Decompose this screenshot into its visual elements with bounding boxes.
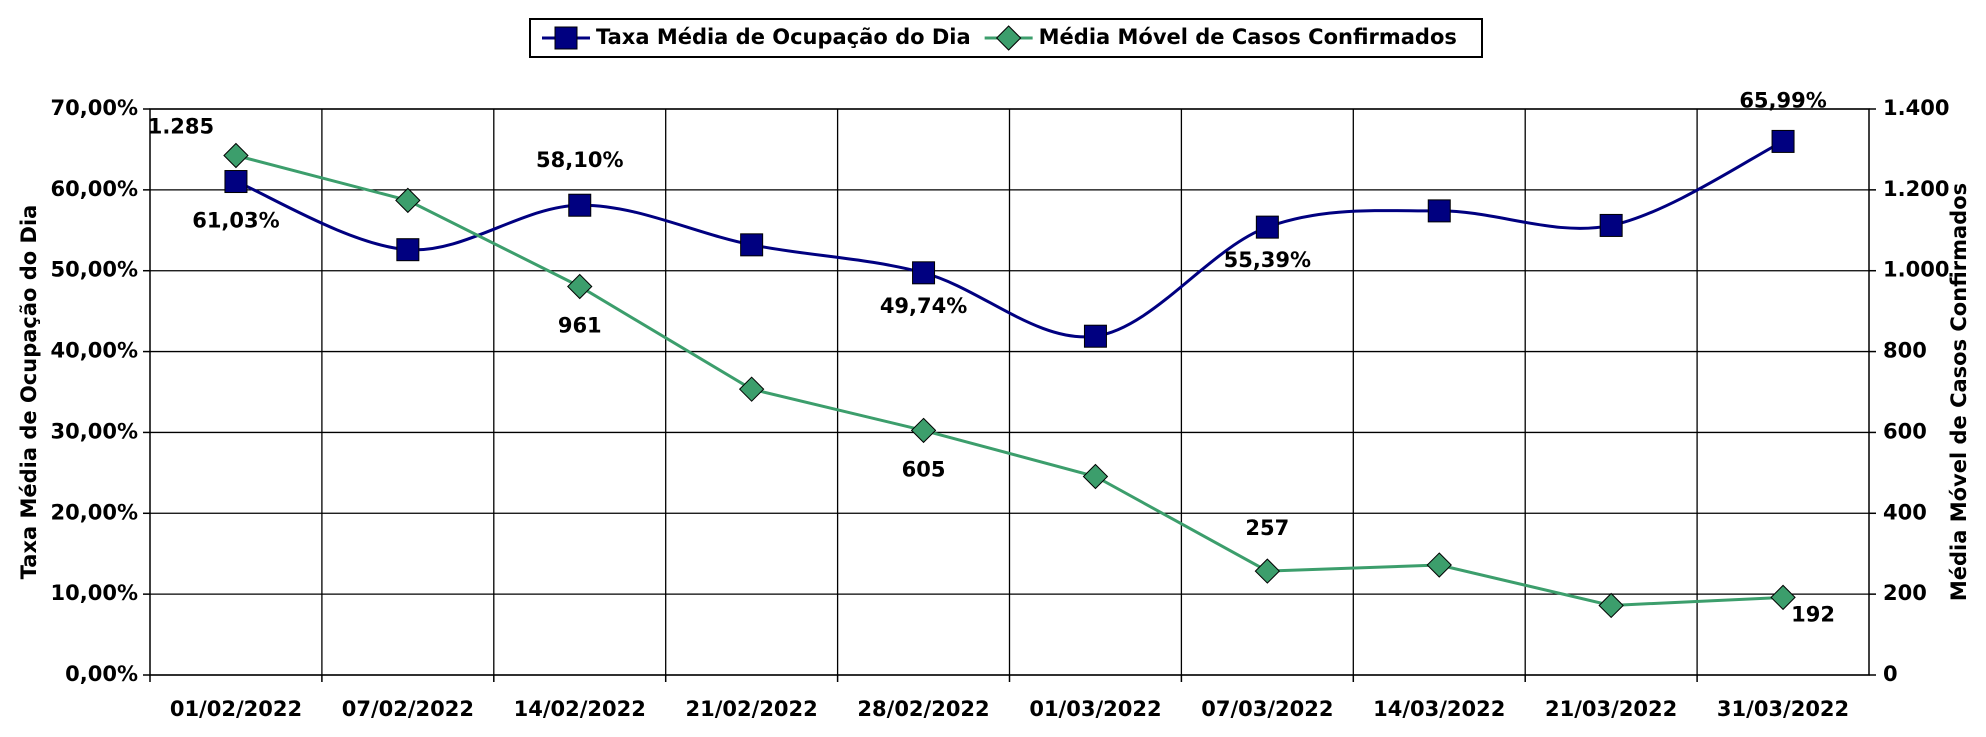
x-tick-label: 14/02/2022 (514, 697, 646, 721)
x-tick-label: 14/03/2022 (1373, 697, 1505, 721)
y2-tick-label: 600 (1883, 419, 1927, 443)
marker-diamond (1426, 552, 1452, 578)
marker-diamond (995, 25, 1022, 51)
data-label: 65,99% (1739, 88, 1826, 112)
y2-tick-label: 400 (1883, 500, 1927, 524)
y2-tick-label: 200 (1883, 581, 1927, 605)
marker-square (1427, 199, 1451, 223)
marker-square (912, 261, 936, 285)
data-label: 61,03% (192, 209, 279, 233)
x-tick-label: 31/03/2022 (1717, 697, 1849, 721)
series-line (235, 154, 1784, 607)
y-tick-label: 10,00% (51, 581, 138, 605)
data-label: 58,10% (536, 148, 623, 172)
marker-diamond (1598, 592, 1624, 619)
marker-square (1083, 324, 1107, 348)
data-label: 49,74% (880, 294, 967, 318)
marker-square (1771, 129, 1795, 153)
y2-tick-label: 1.200 (1883, 177, 1949, 201)
series-line (235, 140, 1784, 339)
x-tick-label: 07/02/2022 (342, 697, 474, 721)
legend-label: Taxa Média de Ocupação do Dia (596, 25, 971, 49)
y-tick-label: 0,00% (65, 662, 138, 686)
x-tick-label: 01/03/2022 (1029, 697, 1161, 721)
y-tick-label: 20,00% (51, 500, 138, 524)
marker-square (396, 238, 420, 262)
y-tick-label: 70,00% (51, 96, 138, 120)
data-label: 1.285 (148, 114, 214, 138)
marker-square (740, 233, 764, 257)
data-label: 192 (1791, 602, 1835, 626)
marker-square (224, 170, 248, 194)
y2-tick-label: 0 (1883, 662, 1898, 686)
marker-diamond (738, 376, 765, 402)
marker-square (554, 26, 578, 50)
marker-square (1599, 213, 1623, 237)
y-tick-label: 30,00% (51, 419, 138, 443)
y-tick-label: 50,00% (51, 258, 138, 282)
x-tick-label: 07/03/2022 (1201, 697, 1333, 721)
marker-diamond (567, 273, 593, 300)
marker-square (1255, 215, 1279, 239)
y2-axis-title: Média Móvel de Casos Confirmados (1947, 183, 1971, 601)
marker-square (568, 193, 592, 217)
x-tick-label: 21/03/2022 (1545, 697, 1677, 721)
x-tick-label: 21/02/2022 (686, 697, 818, 721)
marker-diamond (223, 142, 249, 169)
x-tick-label: 01/02/2022 (170, 697, 302, 721)
marker-diamond (395, 187, 421, 214)
marker-diamond (910, 417, 937, 444)
y2-tick-label: 1.400 (1883, 96, 1949, 120)
data-label: 605 (902, 457, 946, 481)
y-tick-label: 40,00% (51, 339, 138, 363)
x-tick-label: 28/02/2022 (857, 697, 989, 721)
legend-label: Média Móvel de Casos Confirmados (1039, 25, 1457, 49)
data-label: 257 (1245, 516, 1289, 540)
marker-diamond (1770, 584, 1796, 611)
data-label: 55,39% (1224, 248, 1311, 272)
y-axis-title: Taxa Média de Ocupação do Dia (17, 205, 41, 580)
y2-tick-label: 1.000 (1883, 258, 1949, 282)
data-label: 961 (558, 313, 602, 337)
marker-diamond (1254, 558, 1281, 584)
y2-tick-label: 800 (1883, 339, 1927, 363)
marker-diamond (1082, 463, 1109, 490)
y-tick-label: 60,00% (51, 177, 138, 201)
